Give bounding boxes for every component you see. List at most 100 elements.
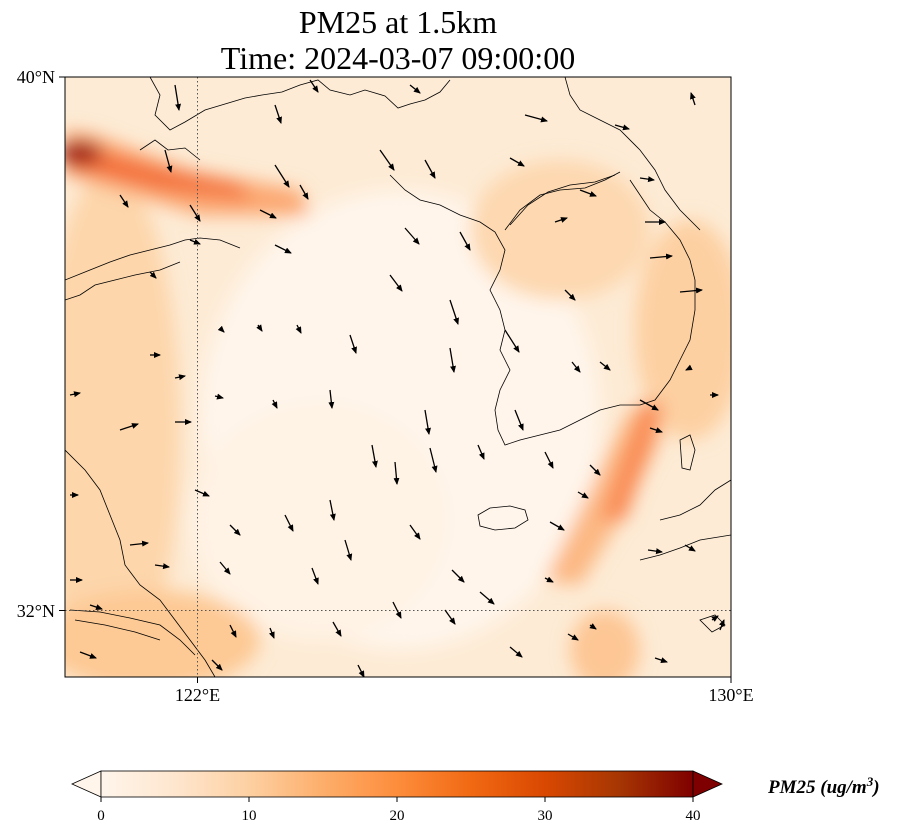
wind-vector-arrow (189, 204, 201, 222)
wind-vector-arrow (509, 157, 525, 167)
wind-vector-arrow (69, 391, 81, 398)
wind-vector-arrow (424, 159, 436, 179)
lon-label-130: 130°E (708, 685, 753, 705)
map-title-line1: PM25 at 1.5km (298, 4, 498, 40)
colorbar-tick-label: 0 (97, 808, 105, 824)
wind-vector-arrow (451, 569, 465, 583)
wind-vector-arrow (284, 514, 294, 532)
colorbar: 0 10 20 30 40 PM25 (ug/m3) (71, 770, 880, 824)
wind-vector-arrow (514, 409, 524, 431)
colorbar-tick-label: 30 (538, 808, 553, 824)
wind-vector-arrow (639, 176, 655, 183)
wind-vector-arrow (149, 271, 157, 279)
wind-vector-arrow (89, 604, 103, 610)
wind-vector-arrow (119, 423, 139, 431)
wind-vector-arrow (577, 491, 589, 499)
wind-vector-arrow (189, 238, 201, 245)
wind-vector-arrow (274, 104, 282, 124)
wind-vectors (69, 79, 725, 677)
colorbar-extend-min (71, 770, 102, 798)
wind-vector-arrow (654, 657, 668, 663)
wind-vector-arrow (544, 451, 554, 469)
wind-vector-arrow (589, 464, 601, 476)
wind-vector-arrow (392, 601, 402, 619)
wind-vector-arrow (649, 427, 663, 433)
wind-vector-arrow (599, 361, 611, 371)
wind-vector-arrow (690, 92, 696, 106)
wind-vector-arrow (554, 217, 568, 223)
wind-vector-arrow (295, 324, 302, 334)
wind-vector-arrow (409, 84, 421, 94)
wind-vector-arrow (477, 444, 485, 460)
colorbar-label: PM25 (ug/m3) (767, 774, 880, 798)
wind-vector-arrow (429, 447, 438, 473)
wind-vector-arrow (271, 399, 278, 409)
colorbar-tick-label: 40 (686, 808, 701, 824)
wind-vector-arrow (567, 633, 579, 641)
lat-label-40: 40°N (17, 67, 55, 87)
wind-vector-arrow (194, 489, 210, 497)
wind-vector-arrow (328, 389, 335, 409)
wind-vector-arrow (229, 624, 237, 638)
wind-vector-arrow (129, 540, 149, 547)
wind-vector-arrow (357, 664, 365, 677)
wind-vector-arrow (174, 374, 186, 381)
wind-vector-arrow (217, 325, 225, 333)
wind-vector-arrow (504, 329, 520, 353)
coastlines (65, 77, 731, 677)
wind-vector-arrow (647, 548, 663, 555)
wind-vector-arrow (449, 347, 456, 373)
lat-label-32: 32°N (17, 601, 55, 621)
gridlines (65, 77, 731, 677)
wind-vector-arrow (349, 334, 357, 354)
wind-vector-arrow (344, 539, 353, 561)
wind-vector-arrow (444, 609, 456, 625)
wind-vector-arrow (329, 499, 336, 521)
wind-vector-arrow (393, 461, 400, 485)
wind-vector-arrow (268, 627, 275, 639)
wind-vector-arrow (544, 576, 554, 583)
wind-vector-arrow (459, 231, 471, 251)
wind-vector-arrow (549, 521, 565, 531)
map-frame (64, 76, 732, 678)
wind-vector-arrow (449, 299, 459, 325)
wind-vector-arrow (379, 149, 395, 171)
wind-vector-arrow (571, 361, 581, 373)
wind-vector-arrow (479, 591, 495, 605)
wind-vector-arrow (711, 615, 719, 622)
wind-vector-arrow (685, 364, 693, 371)
wind-vector-arrow (214, 393, 224, 400)
wind-vector-arrow (679, 287, 703, 294)
map-title-line2: Time: 2024-03-07 09:00:00 (220, 40, 576, 76)
wind-vector-arrow (332, 621, 342, 637)
wind-vector-arrow (639, 399, 659, 411)
wind-vector-arrow (564, 289, 576, 301)
lon-label-122: 122°E (175, 685, 220, 705)
wind-vector-arrow (589, 623, 597, 630)
wind-vector-arrow (718, 619, 725, 631)
wind-vector-arrow (274, 244, 292, 254)
wind-vector-arrow (219, 561, 231, 575)
colorbar-tick-label: 10 (242, 808, 257, 824)
wind-vector-arrow (579, 189, 597, 197)
wind-vector-arrow (259, 209, 277, 219)
wind-vector-arrow (256, 324, 263, 332)
wind-vector-arrow (389, 274, 403, 292)
wind-vector-arrow (229, 524, 241, 536)
wind-vector-arrow (164, 149, 173, 173)
wind-vector-arrow (211, 659, 223, 671)
wind-vector-arrow (424, 409, 431, 435)
map-panel (65, 77, 731, 677)
wind-vector-arrow (174, 84, 182, 111)
wind-vector-arrow (509, 646, 523, 658)
axis-ticks: 40°N 32°N 122°E 130°E (17, 67, 754, 705)
wind-vector-arrow (311, 567, 319, 585)
wind-vector-arrow (371, 444, 378, 468)
wind-vector-arrow (524, 114, 548, 123)
colorbar-gradient (100, 770, 694, 798)
wind-vector-arrow (154, 563, 170, 570)
colorbar-extend-max (692, 770, 723, 798)
wind-vector-arrow (119, 194, 129, 208)
colorbar-tick-label: 20 (390, 808, 405, 824)
